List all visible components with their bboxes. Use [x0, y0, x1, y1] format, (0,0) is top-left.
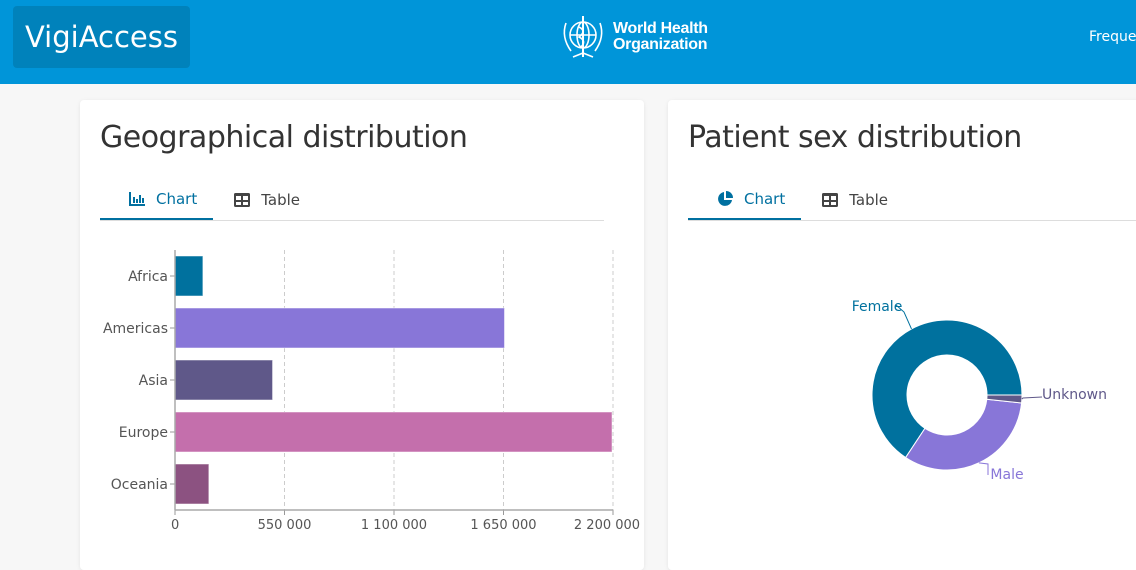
tab-label: Table: [261, 191, 301, 209]
card-title: Geographical distribution: [100, 120, 468, 155]
bar-asia: [174, 359, 274, 401]
patient-sex-distribution-card: Patient sex distribution Chart Table Fem…: [668, 100, 1136, 570]
geo-tabs: Chart Table: [100, 180, 604, 221]
bar-americas: [174, 307, 505, 349]
sex-tabs: Chart Table: [688, 180, 1136, 221]
patient-sex-donut-chart: Female Male Unknown: [852, 299, 1107, 483]
y-tick-label: Americas: [103, 321, 168, 337]
x-tick-label: 1 100 000: [361, 518, 427, 533]
table-icon: [234, 193, 251, 207]
tab-table[interactable]: Table: [801, 180, 904, 220]
label-leader-line: [895, 304, 912, 330]
label-leader-line: [1021, 396, 1043, 400]
x-tick-label: 2 200 000: [574, 518, 640, 533]
pie-chart-icon: [718, 191, 733, 206]
y-tick-label: Africa: [128, 269, 168, 285]
y-tick-label: Asia: [139, 373, 168, 389]
tab-chart[interactable]: Chart: [100, 180, 214, 220]
x-tick-label: 0: [171, 518, 179, 533]
geographical-distribution-card: Geographical distribution Chart Table 0 5…: [80, 100, 644, 570]
x-tick-label: 550 000: [258, 518, 312, 533]
tab-table[interactable]: Table: [213, 180, 316, 220]
bar-europe: [174, 411, 613, 453]
label-leader-line: [978, 462, 989, 475]
tab-label: Table: [849, 191, 889, 209]
tab-chart[interactable]: Chart: [688, 180, 802, 220]
who-name-line2: Organization: [613, 36, 708, 53]
geographical-bar-chart: 0 550 000 1 100 000 1 650 000 2 200 000 Afric…: [103, 250, 640, 533]
table-icon: [822, 193, 839, 207]
bar-africa: [174, 255, 204, 297]
who-emblem-icon: [563, 16, 603, 58]
who-name-line1: World Health: [613, 20, 708, 37]
slice-unknown: [986, 394, 1023, 404]
tab-label: Chart: [156, 190, 198, 208]
y-tick-label: Europe: [119, 425, 168, 441]
slice-label: Male: [990, 467, 1023, 483]
slice-male: [904, 398, 1023, 471]
top-header: VigiAccess World Health Organization Fre…: [0, 0, 1136, 84]
bar-chart-icon: [129, 192, 145, 206]
x-tick-label: 1 650 000: [470, 518, 536, 533]
tab-label: Chart: [744, 190, 786, 208]
who-logo[interactable]: World Health Organization: [557, 13, 708, 61]
card-title: Patient sex distribution: [688, 120, 1022, 155]
slice-label: Unknown: [1042, 387, 1107, 403]
bar-oceania: [174, 463, 210, 505]
slice-female: [871, 319, 1023, 459]
nav-faq-link[interactable]: Freque: [1089, 29, 1136, 45]
vigiaccess-logo[interactable]: VigiAccess: [13, 6, 190, 68]
y-tick-label: Oceania: [111, 477, 168, 493]
slice-label: Female: [852, 299, 903, 315]
